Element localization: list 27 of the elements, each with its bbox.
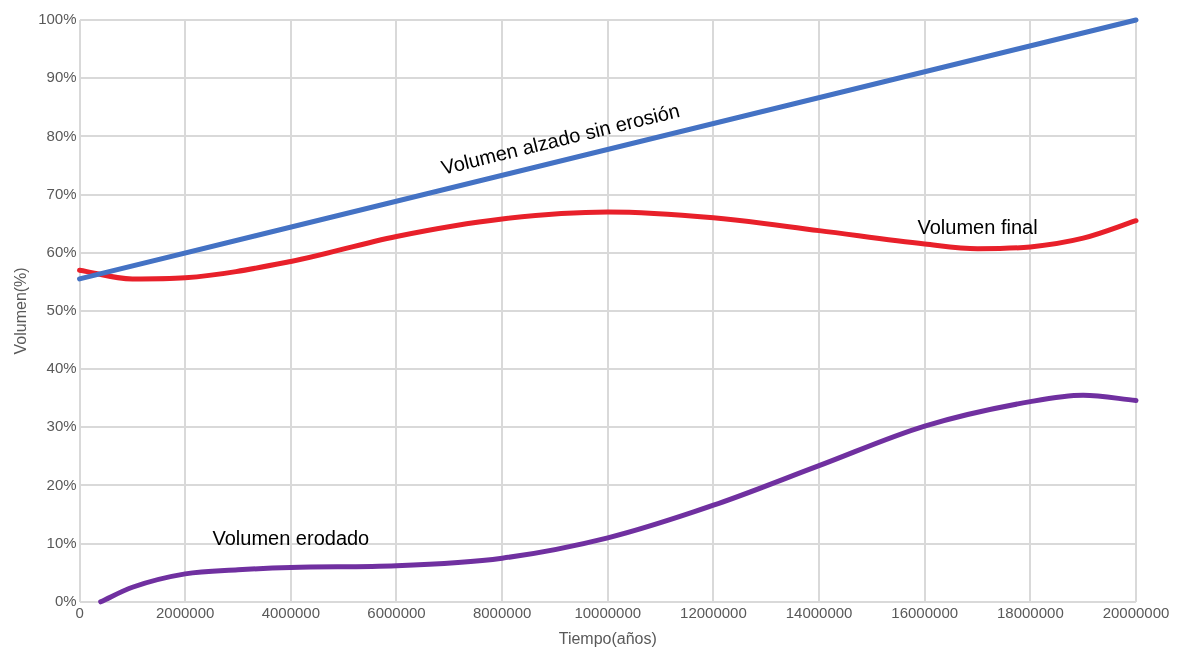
y-tick-label: 60% <box>46 242 77 260</box>
y-tick-label: 10% <box>46 533 77 551</box>
y-tick-label: 50% <box>46 301 77 319</box>
x-tick-label: 0 <box>75 603 84 621</box>
y-tick-label: 90% <box>46 68 77 86</box>
x-tick-label: 20000000 <box>1102 603 1170 621</box>
x-tick-label: 14000000 <box>785 603 853 621</box>
series-label: Volumen erodado <box>212 526 370 549</box>
x-tick-label: 10000000 <box>574 603 642 621</box>
x-tick-label: 6000000 <box>367 603 426 621</box>
y-tick-label: 70% <box>46 184 77 202</box>
y-axis-title: Volumen(%) <box>12 267 30 355</box>
x-tick-label: 16000000 <box>891 603 959 621</box>
y-tick-label: 80% <box>46 126 77 144</box>
x-tick-label: 2000000 <box>156 603 215 621</box>
x-tick-label: 4000000 <box>261 603 321 621</box>
y-tick-label: 20% <box>46 475 77 493</box>
x-tick-label: 18000000 <box>996 603 1064 621</box>
x-tick-label: 8000000 <box>472 603 532 621</box>
series-label: Volumen final <box>917 216 1038 239</box>
y-tick-label: 100% <box>38 10 77 28</box>
y-tick-label: 0% <box>54 591 77 609</box>
text: Volumen alzado sin erosión <box>439 99 682 179</box>
x-tick-label: 12000000 <box>680 603 747 621</box>
y-tick-label: 30% <box>46 417 77 435</box>
x-axis-title: Tiempo(años) <box>558 629 657 647</box>
y-tick-label: 40% <box>46 359 77 377</box>
